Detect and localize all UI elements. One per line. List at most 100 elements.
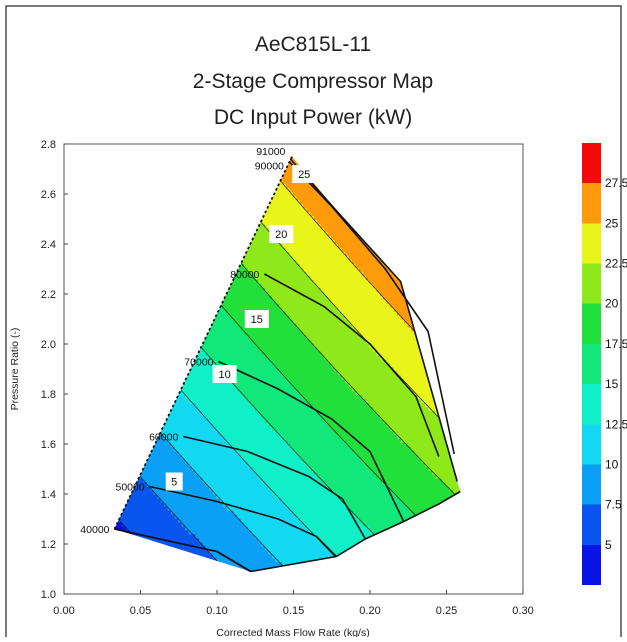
contour-cell <box>240 334 245 340</box>
contour-cell <box>185 386 190 392</box>
contour-cell <box>188 466 193 471</box>
contour-cell <box>164 462 169 467</box>
contour-cell <box>251 430 256 435</box>
contour-cell <box>188 414 193 420</box>
chart-title-line-3: DC Input Power (kW) <box>214 106 412 129</box>
contour-cell <box>251 517 256 523</box>
contour-cell <box>216 529 221 535</box>
contour-cell <box>247 497 252 503</box>
contour-cell <box>195 402 200 408</box>
contour-cell <box>237 374 242 380</box>
contour-cell <box>244 291 249 296</box>
contour-cell <box>247 263 252 268</box>
contour-cell <box>150 450 155 455</box>
contour-cell <box>240 330 245 336</box>
contour-cell <box>226 454 231 459</box>
contour-cell <box>212 525 217 531</box>
contour-cell <box>160 490 165 495</box>
contour-cell <box>240 497 245 503</box>
contour-cell <box>219 462 224 467</box>
contour-cell <box>247 398 252 404</box>
contour-cell <box>198 378 203 384</box>
contour-cell <box>174 454 179 459</box>
contour-cell <box>146 486 151 491</box>
contour-cell <box>157 478 162 483</box>
contour-cell <box>202 478 207 483</box>
contour-cell <box>202 529 207 535</box>
contour-cell <box>237 291 242 296</box>
contour-cell <box>209 549 214 555</box>
contour-cell <box>178 494 183 499</box>
contour-cell <box>251 418 256 424</box>
contour-cell <box>216 501 221 507</box>
contour-cell <box>167 434 172 439</box>
contour-cell <box>219 406 224 412</box>
contour-cell <box>244 478 249 483</box>
contour-cell <box>247 346 252 352</box>
contour-cell <box>195 422 200 427</box>
contour-cell <box>233 442 238 447</box>
contour-cell <box>233 398 238 404</box>
contour-cell <box>157 513 162 519</box>
contour-cell <box>185 513 190 519</box>
contour-cell <box>174 446 179 451</box>
contour-cell <box>205 462 210 467</box>
contour-cell <box>160 486 165 491</box>
contour-cell <box>212 414 217 420</box>
contour-cell <box>244 537 249 543</box>
contour-cell <box>216 342 221 348</box>
contour-cell <box>209 414 214 420</box>
contour-cell <box>209 426 214 431</box>
contour-cell <box>226 521 231 527</box>
contour-cell <box>240 454 245 459</box>
contour-cell <box>198 517 203 523</box>
contour-cell <box>212 501 217 507</box>
contour-cell <box>212 434 217 439</box>
contour-cell <box>230 517 235 523</box>
contour-cell <box>178 537 183 543</box>
contour-cell <box>129 509 134 515</box>
contour-cell <box>233 279 238 284</box>
contour-cell <box>247 382 252 388</box>
contour-cell <box>195 394 200 400</box>
contour-cell <box>230 494 235 499</box>
contour-cell <box>219 454 224 459</box>
contour-cell <box>244 442 249 447</box>
contour-cell <box>185 529 190 535</box>
contour-cell <box>244 494 249 499</box>
contour-cell <box>247 434 252 439</box>
contour-cell <box>244 350 249 356</box>
contour-cell <box>125 501 130 507</box>
contour-cell <box>139 533 144 539</box>
contour-cell <box>153 482 158 487</box>
contour-cell <box>202 537 207 543</box>
contour-cell <box>247 470 252 475</box>
contour-cell <box>230 537 235 543</box>
contour-cell <box>233 287 238 292</box>
contour-cell <box>219 315 224 320</box>
contour-cell <box>202 525 207 531</box>
contour-cell <box>247 533 252 539</box>
contour-cell <box>195 450 200 455</box>
contour-cell <box>164 446 169 451</box>
contour-cell <box>244 422 249 427</box>
contour-cell <box>202 442 207 447</box>
contour-cell <box>136 521 141 527</box>
contour-cell <box>157 450 162 455</box>
contour-cell <box>188 370 193 376</box>
contour-cell <box>191 446 197 451</box>
contour-cell <box>247 366 252 372</box>
contour-cell <box>209 386 214 392</box>
contour-cell <box>216 386 221 392</box>
contour-cell <box>167 438 172 443</box>
contour-cell <box>160 505 165 511</box>
contour-cell <box>181 474 186 479</box>
contour-cell <box>181 537 186 543</box>
contour-cell <box>171 525 176 531</box>
contour-cell <box>240 402 245 408</box>
contour-cell <box>219 470 224 475</box>
contour-cell <box>240 382 245 388</box>
contour-cell <box>167 442 172 447</box>
contour-cell <box>230 291 235 296</box>
contour-cell <box>237 450 242 455</box>
